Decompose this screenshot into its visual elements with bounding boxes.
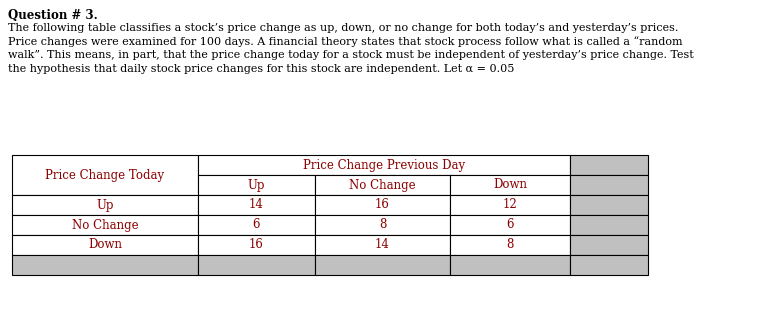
- Bar: [570, 255, 648, 275]
- Bar: [450, 175, 570, 195]
- Bar: [450, 215, 570, 235]
- Bar: [12, 255, 198, 275]
- Bar: [570, 175, 648, 195]
- Text: The following table classifies a stock’s price change as up, down, or no change : The following table classifies a stock’s…: [8, 23, 679, 33]
- Text: Down: Down: [88, 238, 122, 251]
- Bar: [198, 195, 315, 215]
- Bar: [315, 255, 450, 275]
- Bar: [570, 215, 648, 235]
- Text: 12: 12: [503, 198, 517, 211]
- Text: 6: 6: [506, 218, 514, 231]
- Bar: [570, 155, 648, 175]
- Text: 14: 14: [375, 238, 390, 251]
- Bar: [450, 235, 570, 255]
- Bar: [198, 255, 315, 275]
- Text: Question # 3.: Question # 3.: [8, 9, 98, 22]
- Bar: [315, 235, 450, 255]
- Bar: [570, 195, 648, 215]
- Bar: [12, 235, 198, 255]
- Bar: [198, 215, 315, 235]
- Text: 16: 16: [249, 238, 264, 251]
- Text: walk”. This means, in part, that the price change today for a stock must be inde: walk”. This means, in part, that the pri…: [8, 50, 694, 60]
- Text: No Change: No Change: [72, 218, 138, 231]
- Text: 14: 14: [249, 198, 264, 211]
- Text: 8: 8: [506, 238, 513, 251]
- Text: the hypothesis that daily stock price changes for this stock are independent. Le: the hypothesis that daily stock price ch…: [8, 63, 514, 74]
- Text: Price changes were examined for 100 days. A financial theory states that stock p: Price changes were examined for 100 days…: [8, 36, 682, 47]
- Bar: [450, 195, 570, 215]
- Bar: [198, 235, 315, 255]
- Text: Down: Down: [493, 178, 527, 191]
- Bar: [315, 195, 450, 215]
- Text: No Change: No Change: [349, 178, 416, 191]
- Text: 8: 8: [379, 218, 386, 231]
- Bar: [570, 235, 648, 255]
- Bar: [450, 255, 570, 275]
- Bar: [315, 215, 450, 235]
- Bar: [12, 195, 198, 215]
- Bar: [12, 215, 198, 235]
- Text: 6: 6: [252, 218, 260, 231]
- Bar: [198, 155, 570, 175]
- Bar: [315, 175, 450, 195]
- Text: Up: Up: [248, 178, 265, 191]
- Text: Price Change Today: Price Change Today: [45, 169, 164, 182]
- Text: Price Change Previous Day: Price Change Previous Day: [303, 158, 465, 171]
- Text: 16: 16: [375, 198, 390, 211]
- Bar: [198, 175, 315, 195]
- Text: Up: Up: [96, 198, 114, 211]
- Bar: [12, 155, 198, 195]
